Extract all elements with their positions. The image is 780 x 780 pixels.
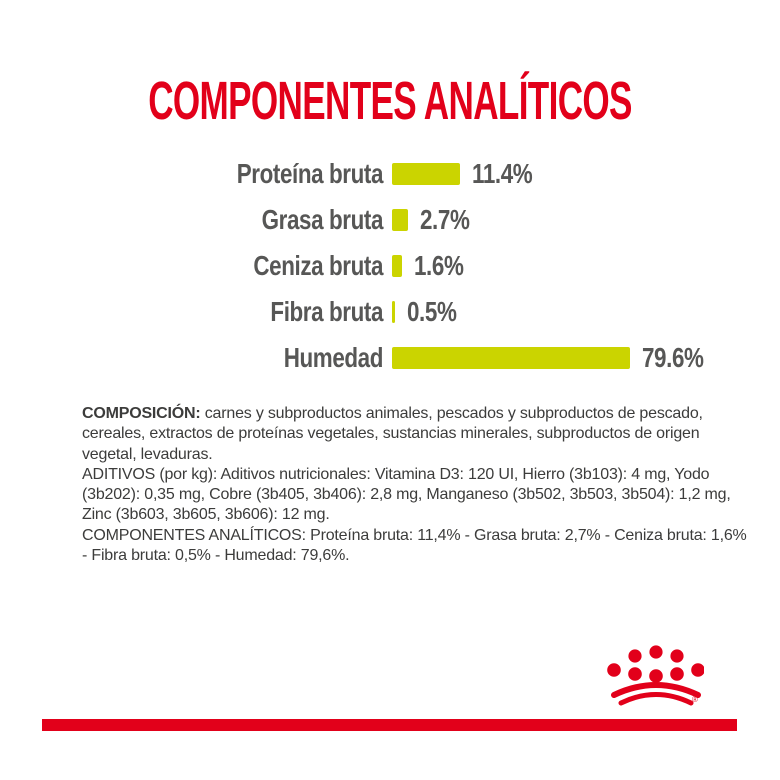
legal-line: Zinc (3b603, 3b605, 3b606): 12 mg. xyxy=(82,506,330,524)
chart-row: Grasa bruta 2.7% xyxy=(53,197,753,243)
chart-row: Humedad 79.6% xyxy=(53,335,753,381)
nutrient-value: 79.6% xyxy=(642,342,704,373)
nutrient-label: Humedad xyxy=(283,342,384,373)
nutrient-value: 0.5% xyxy=(407,296,457,327)
nutrient-label: Proteína bruta xyxy=(236,158,384,189)
nutrient-label: Grasa bruta xyxy=(261,204,384,235)
nutrient-bar xyxy=(392,209,409,231)
legal-line: (3b202): 0,35 mg, Cobre (3b405, 3b406): … xyxy=(82,486,731,504)
nutrient-value: 11.4% xyxy=(472,158,533,189)
crown-band-outer xyxy=(611,682,701,698)
legal-line: vegetal, levaduras. xyxy=(82,445,213,463)
crown-band-inner xyxy=(618,692,694,706)
legal-line: - Fibra bruta: 0,5% - Humedad: 79,6%. xyxy=(82,547,350,565)
legal-line-composition: COMPOSICIÓN: carnes y subproductos anima… xyxy=(82,404,747,424)
nutrient-bar xyxy=(392,301,395,323)
red-divider-bar xyxy=(42,719,737,731)
composition-label: COMPOSICIÓN: xyxy=(82,405,201,422)
legal-text: COMPOSICIÓN: carnes y subproductos anima… xyxy=(82,404,747,566)
registered-mark: ® xyxy=(692,695,698,704)
page-title: COMPONENTES ANALÍTICOS xyxy=(148,71,632,131)
nutrient-value: 2.7% xyxy=(420,204,470,235)
royal-canin-crown-logo: ® xyxy=(607,645,704,706)
legal-line-componentes: COMPONENTES ANALÍTICOS: Proteína bruta: … xyxy=(82,526,747,544)
nutrient-bar xyxy=(392,163,461,185)
nutrient-value: 1.6% xyxy=(413,250,464,281)
analytical-chart: Proteína bruta 11.4% Grasa bruta 2.7% Ceniza… xyxy=(53,151,753,381)
chart-row: Proteína bruta 11.4% xyxy=(53,151,753,197)
composition-text: carnes y subproductos animales, pescados… xyxy=(200,405,703,422)
crown-dots xyxy=(607,645,704,683)
legal-line-aditivos: ADITIVOS (por kg): Aditivos nutricionale… xyxy=(82,465,710,483)
nutrient-bar xyxy=(392,347,630,369)
chart-row: Fibra bruta 0.5% xyxy=(53,289,753,335)
chart-row: Ceniza bruta 1.6% xyxy=(53,243,753,289)
nutrient-label: Fibra bruta xyxy=(270,296,383,327)
legal-line: cereales, extractos de proteínas vegetal… xyxy=(82,425,700,443)
nutrient-bar xyxy=(392,255,402,277)
nutrient-label: Ceniza bruta xyxy=(253,250,383,281)
